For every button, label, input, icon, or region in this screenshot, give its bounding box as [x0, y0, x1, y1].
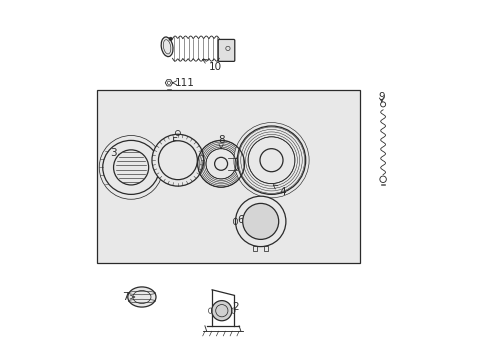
Circle shape	[211, 301, 231, 321]
Ellipse shape	[127, 287, 156, 307]
Ellipse shape	[161, 37, 173, 57]
Bar	[264, 246, 268, 251]
Text: 4: 4	[273, 185, 285, 197]
Text: 2: 2	[225, 302, 238, 312]
Circle shape	[168, 37, 172, 41]
Circle shape	[237, 126, 305, 194]
Text: 5: 5	[171, 137, 177, 151]
Bar	[97, 90, 359, 263]
Circle shape	[214, 157, 227, 170]
FancyBboxPatch shape	[218, 39, 234, 61]
Circle shape	[235, 196, 285, 247]
Text: 111: 111	[172, 78, 195, 88]
Text: 8: 8	[217, 135, 224, 149]
Bar	[253, 246, 257, 251]
Text: 6: 6	[236, 215, 248, 225]
Circle shape	[242, 203, 278, 239]
Text: 9: 9	[377, 92, 384, 102]
Circle shape	[260, 149, 283, 172]
Text: 7: 7	[122, 292, 134, 302]
Circle shape	[152, 134, 203, 186]
Circle shape	[158, 141, 197, 180]
Text: 10: 10	[202, 59, 222, 72]
Ellipse shape	[102, 140, 159, 194]
Circle shape	[233, 122, 308, 198]
Ellipse shape	[113, 150, 148, 185]
Text: 3: 3	[110, 148, 121, 159]
